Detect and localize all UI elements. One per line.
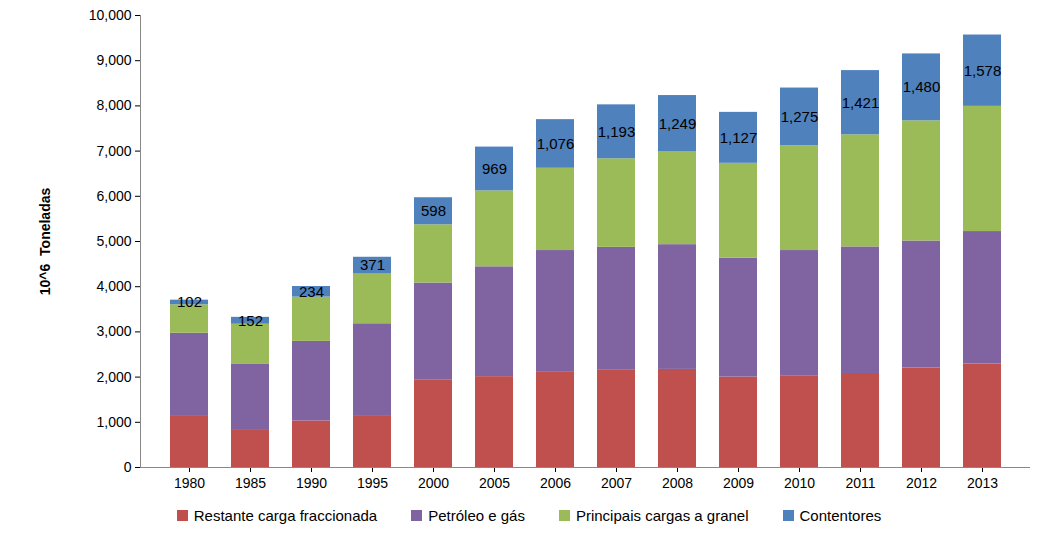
svg-text:2007: 2007 <box>601 475 632 491</box>
svg-text:2,000: 2,000 <box>96 369 131 385</box>
svg-text:1,578: 1,578 <box>964 61 1002 78</box>
svg-text:1,421: 1,421 <box>842 94 880 111</box>
svg-text:234: 234 <box>299 283 324 300</box>
svg-text:9,000: 9,000 <box>96 52 131 68</box>
svg-text:4,000: 4,000 <box>96 278 131 294</box>
svg-text:2011: 2011 <box>845 475 875 491</box>
svg-text:2005: 2005 <box>479 475 510 491</box>
svg-text:2006: 2006 <box>540 475 571 491</box>
html-text:Principais cargas a granel: Principais cargas a granel <box>575 507 749 524</box>
svg-text:1990: 1990 <box>296 475 327 491</box>
svg-text:152: 152 <box>238 312 263 329</box>
svg-text:7,000: 7,000 <box>96 143 131 159</box>
svg-text:3,000: 3,000 <box>96 323 131 339</box>
svg-text:1,275: 1,275 <box>781 108 819 125</box>
svg-text:1,127: 1,127 <box>720 129 758 146</box>
svg-text:1,076: 1,076 <box>537 135 575 152</box>
svg-text:10^6 Toneladas: 10^6 Toneladas <box>37 188 53 296</box>
html-text:Petróleo e gás: Petróleo e gás <box>428 507 525 524</box>
svg-text:8,000: 8,000 <box>96 97 131 113</box>
svg-text:969: 969 <box>482 160 507 177</box>
svg-text:102: 102 <box>177 293 202 310</box>
svg-text:10,000: 10,000 <box>89 7 132 23</box>
svg-text:0: 0 <box>124 459 132 475</box>
svg-text:2010: 2010 <box>784 475 815 491</box>
svg-text:1,000: 1,000 <box>96 414 131 430</box>
svg-text:5,000: 5,000 <box>96 233 131 249</box>
svg-text:2008: 2008 <box>662 475 693 491</box>
svg-text:1995: 1995 <box>357 475 388 491</box>
svg-text:6,000: 6,000 <box>96 188 131 204</box>
html-text:Contentores: Contentores <box>799 507 882 524</box>
svg-text:2012: 2012 <box>906 475 937 491</box>
svg-text:1985: 1985 <box>235 475 266 491</box>
svg-text:2009: 2009 <box>723 475 754 491</box>
svg-text:2013: 2013 <box>967 475 998 491</box>
svg-text:371: 371 <box>360 256 385 273</box>
svg-text:1,249: 1,249 <box>659 115 697 132</box>
html-text:Restante carga fraccionada: Restante carga fraccionada <box>193 507 378 524</box>
svg-text:1,480: 1,480 <box>903 78 941 95</box>
svg-text:1980: 1980 <box>174 475 205 491</box>
svg-text:1,193: 1,193 <box>598 123 636 140</box>
svg-text:598: 598 <box>421 202 446 219</box>
svg-text:2000: 2000 <box>418 475 449 491</box>
